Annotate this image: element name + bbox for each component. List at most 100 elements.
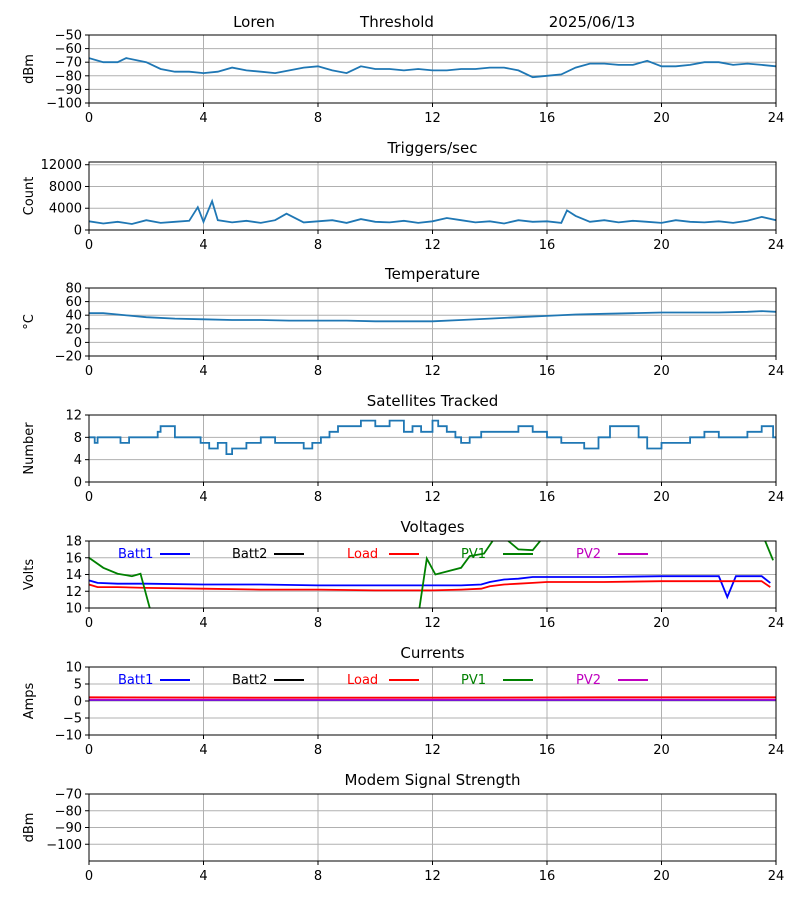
panel-title: Temperature [384, 265, 480, 283]
y-tick-label: −90 [55, 821, 82, 836]
y-tick-label: 10 [65, 661, 82, 676]
y-tick-label: −100 [46, 838, 82, 853]
y-tick-label: 4000 [49, 202, 82, 217]
x-tick-label: 20 [653, 616, 670, 631]
y-tick-label: 12 [65, 409, 82, 424]
x-tick-label: 24 [768, 616, 785, 631]
legend-label-batt2: Batt2 [232, 673, 267, 688]
x-tick-label: 4 [199, 743, 207, 758]
x-tick-label: 4 [199, 490, 207, 505]
x-tick-label: 0 [85, 238, 93, 253]
x-tick-label: 16 [539, 743, 556, 758]
y-tick-label: 80 [65, 282, 82, 297]
series-line-1 [89, 419, 776, 455]
panel-title: Modem Signal Strength [345, 771, 521, 789]
x-tick-label: 12 [424, 743, 441, 758]
series-line-1 [89, 57, 776, 79]
legend-label-pv2: PV2 [576, 547, 601, 562]
panel-title: Currents [400, 644, 464, 662]
y-tick-label: −70 [55, 788, 82, 803]
y-tick-label: −50 [55, 29, 82, 44]
x-tick-label: 4 [199, 238, 207, 253]
x-tick-label: 8 [314, 869, 322, 884]
y-tick-label: 60 [65, 295, 82, 310]
series-line-pv1 [89, 557, 151, 608]
x-tick-label: 16 [539, 364, 556, 379]
x-tick-label: 0 [85, 490, 93, 505]
y-tick-label: 18 [65, 535, 82, 550]
x-tick-label: 0 [85, 111, 93, 126]
x-tick-label: 24 [768, 743, 785, 758]
panel-title: Voltages [400, 518, 464, 536]
y-axis-label: Count [22, 177, 37, 216]
x-tick-label: 20 [653, 238, 670, 253]
series-line-1 [89, 198, 776, 225]
y-tick-label: −10 [55, 729, 82, 744]
x-tick-label: 24 [768, 869, 785, 884]
legend-label-pv1: PV1 [461, 547, 486, 562]
y-tick-label: −80 [55, 69, 82, 84]
header-mode: Threshold [359, 13, 434, 31]
panel-satellites: 0 4 8 12 16 20 24 0 4 8 12 Satellites Tracked Number [22, 392, 784, 505]
y-axis-label: °C [22, 314, 37, 330]
x-tick-label: 16 [539, 111, 556, 126]
y-tick-label: 14 [65, 568, 82, 583]
x-tick-label: 12 [424, 869, 441, 884]
x-tick-label: 8 [314, 364, 322, 379]
panel-triggers: 0 4 8 12 16 20 24 0 4000 8000 12000 Triggers/sec Cou… [22, 139, 784, 253]
x-tick-label: 8 [314, 238, 322, 253]
x-tick-label: 8 [314, 743, 322, 758]
y-tick-label: 8000 [49, 180, 82, 195]
y-axis-label: dBm [22, 54, 37, 84]
y-tick-label: 4 [74, 453, 82, 468]
y-tick-label: 16 [65, 551, 82, 566]
y-tick-label: 20 [65, 322, 82, 337]
x-tick-label: 8 [314, 490, 322, 505]
x-tick-label: 8 [314, 616, 322, 631]
y-tick-label: 5 [74, 678, 82, 693]
y-tick-label: −5 [63, 712, 82, 727]
y-axis-label: Volts [22, 559, 37, 591]
x-tick-label: 4 [199, 869, 207, 884]
y-axis-label: Amps [22, 682, 37, 719]
x-tick-label: 12 [424, 616, 441, 631]
series-line-load [89, 580, 771, 592]
series-line-1 [89, 310, 776, 323]
x-tick-label: 20 [653, 869, 670, 884]
x-tick-label: 24 [768, 238, 785, 253]
panel-title: Satellites Tracked [367, 392, 498, 410]
x-tick-label: 0 [85, 743, 93, 758]
header-station: Loren [233, 13, 275, 31]
y-tick-label: 0 [74, 476, 82, 491]
y-tick-label: 0 [74, 695, 82, 710]
legend-label-batt2: Batt2 [232, 547, 267, 562]
y-tick-label: −90 [55, 83, 82, 98]
y-axis-label: Number [22, 422, 37, 475]
x-tick-label: 16 [539, 869, 556, 884]
y-tick-label: −70 [55, 56, 82, 71]
x-tick-label: 4 [199, 111, 207, 126]
panel-threshold: 0 4 8 12 16 20 24 −100−90−80−70−60−50 dBm [22, 29, 784, 127]
legend-label-pv2: PV2 [576, 673, 601, 688]
y-axis-label: dBm [22, 813, 37, 843]
x-tick-label: 4 [199, 364, 207, 379]
legend-label-batt1: Batt1 [118, 673, 153, 688]
legend-label-load: Load [347, 547, 378, 562]
x-tick-label: 24 [768, 490, 785, 505]
y-tick-label: 40 [65, 309, 82, 324]
y-tick-label: −80 [55, 804, 82, 819]
x-tick-label: 16 [539, 238, 556, 253]
x-tick-label: 0 [85, 616, 93, 631]
x-tick-label: 20 [653, 490, 670, 505]
y-tick-label: 12000 [41, 158, 82, 173]
series-line-pv1c [764, 541, 774, 561]
x-tick-label: 20 [653, 364, 670, 379]
y-tick-label: 10 [65, 602, 82, 617]
legend-label-batt1: Batt1 [118, 547, 153, 562]
x-tick-label: 4 [199, 616, 207, 631]
y-tick-label: 0 [74, 224, 82, 239]
y-tick-label: 12 [65, 585, 82, 600]
x-tick-label: 24 [768, 111, 785, 126]
